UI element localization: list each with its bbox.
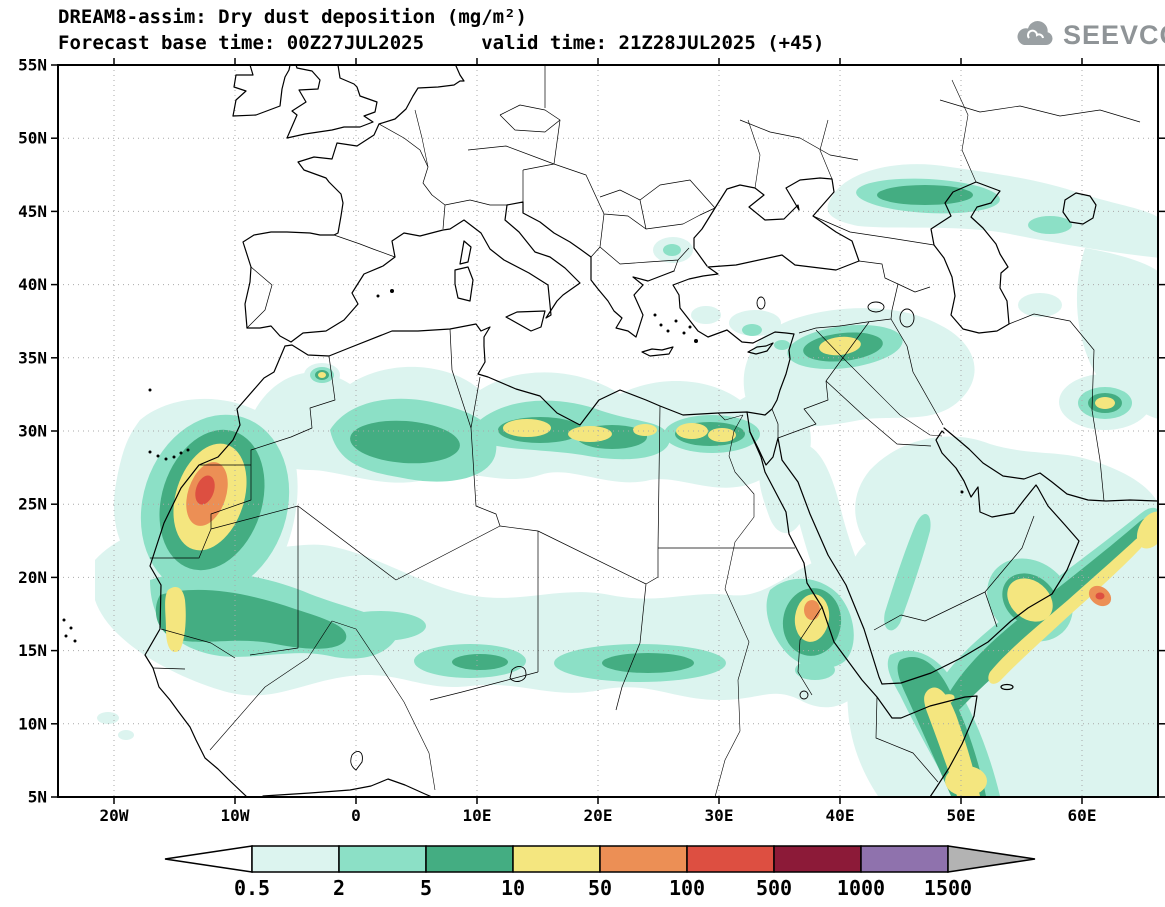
colorbar-segment xyxy=(860,845,949,873)
colorbar-segment xyxy=(338,845,427,873)
lon-label: 10E xyxy=(463,806,492,825)
lon-label: 50E xyxy=(947,806,976,825)
border-layer xyxy=(150,65,1141,783)
colorbar-legend: 0.5 2 5 10 50 100 500 1000 1500 xyxy=(164,845,1036,900)
lon-label: 10W xyxy=(221,806,250,825)
colorbar-segment xyxy=(425,845,514,873)
colorbar-label: 1000 xyxy=(837,876,885,900)
axis-labels: 20W 10W 0 10E 20E 30E 40E 50E 60E 55N 50N 45N 40N 35N… xyxy=(18,56,1096,826)
lat-label: 50N xyxy=(18,129,47,148)
lake-layer xyxy=(350,296,915,771)
lat-label: 15N xyxy=(18,641,47,660)
colorbar-label: 100 xyxy=(669,876,705,900)
lon-label: 30E xyxy=(705,806,734,825)
colorbar-label: 500 xyxy=(756,876,792,900)
lat-label: 45N xyxy=(18,202,47,221)
colorbar-arrow-above-max xyxy=(947,845,1036,873)
colorbar-segment xyxy=(512,845,601,873)
colorbar-segment xyxy=(599,845,688,873)
lat-label: 20N xyxy=(18,568,47,587)
colorbar-label: 0.5 xyxy=(234,876,270,900)
lat-label: 40N xyxy=(18,275,47,294)
colorbar-segment xyxy=(251,845,340,873)
lat-label: 55N xyxy=(18,56,47,75)
river-layer xyxy=(209,79,977,797)
colorbar-arrow-below-min xyxy=(164,845,253,873)
map-subtitle: Forecast base time: 00Z27JUL2025 valid t… xyxy=(58,32,825,54)
lat-label: 10N xyxy=(18,714,47,733)
axis-ticks xyxy=(51,58,1165,804)
colorbar-segment xyxy=(773,845,862,873)
colorbar-segment xyxy=(686,845,775,873)
title-block: DREAM8-assim: Dry dust deposition (mg/m²… xyxy=(58,6,824,54)
lat-label: 30N xyxy=(18,422,47,441)
lon-label: 60E xyxy=(1068,806,1097,825)
dust-level-100-500 xyxy=(195,475,1105,600)
dust-shading-layer xyxy=(95,164,1158,797)
colorbar-label: 10 xyxy=(501,876,525,900)
lat-label: 35N xyxy=(18,348,47,367)
colorbar-label: 2 xyxy=(333,876,345,900)
colorbar-label: 5 xyxy=(420,876,432,900)
lon-label: 0 xyxy=(351,806,361,825)
colorbar-label: 1500 xyxy=(924,876,972,900)
lon-label: 40E xyxy=(826,806,855,825)
small-islands xyxy=(62,289,964,643)
dust-level-10-50 xyxy=(165,336,1158,796)
graticule-layer xyxy=(58,65,1158,797)
cloud-icon xyxy=(1017,20,1053,45)
logo-text: SEEVCCC xyxy=(1063,20,1165,50)
colorbar-label: 50 xyxy=(588,876,612,900)
seevccc-logo: SEEVCCC xyxy=(1014,20,1165,51)
lon-label: 20E xyxy=(584,806,613,825)
lon-label: 20W xyxy=(100,806,129,825)
map-title: DREAM8-assim: Dry dust deposition (mg/m²… xyxy=(58,6,527,28)
dust-hotspot-iran xyxy=(1095,397,1115,409)
lat-label: 25N xyxy=(18,495,47,514)
lat-label: 5N xyxy=(28,788,47,807)
